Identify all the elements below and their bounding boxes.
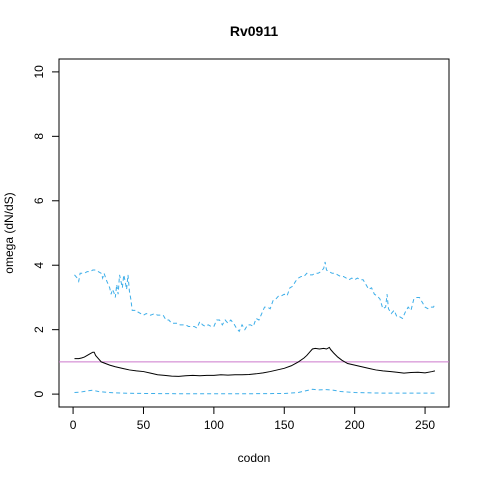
x-tick-label: 250 xyxy=(415,418,435,432)
x-axis: 0 50 100 150 200 250 xyxy=(70,406,435,432)
x-tick-label: 200 xyxy=(345,418,365,432)
y-tick-label: 4 xyxy=(32,262,46,269)
y-tick-label: 10 xyxy=(32,65,46,79)
series-layer xyxy=(74,261,436,395)
y-tick-label: 2 xyxy=(32,326,46,333)
x-tick-label: 0 xyxy=(70,418,77,432)
plot-frame xyxy=(58,58,450,408)
x-axis-title: codon xyxy=(238,451,271,465)
upper-bound-line xyxy=(74,261,436,333)
x-tick-label: 150 xyxy=(274,418,294,432)
x-tick-label: 100 xyxy=(204,418,224,432)
x-tick-label: 50 xyxy=(137,418,151,432)
y-tick-label: 0 xyxy=(32,390,46,397)
y-tick-label: 6 xyxy=(32,197,46,204)
chart-title: Rv0911 xyxy=(230,23,278,39)
estimate-line xyxy=(74,346,436,377)
lower-bound-line xyxy=(74,388,435,395)
y-axis: 0 2 4 6 8 10 xyxy=(32,65,60,397)
y-tick-label: 8 xyxy=(32,133,46,140)
y-axis-title: omega (dN/dS) xyxy=(2,192,16,273)
